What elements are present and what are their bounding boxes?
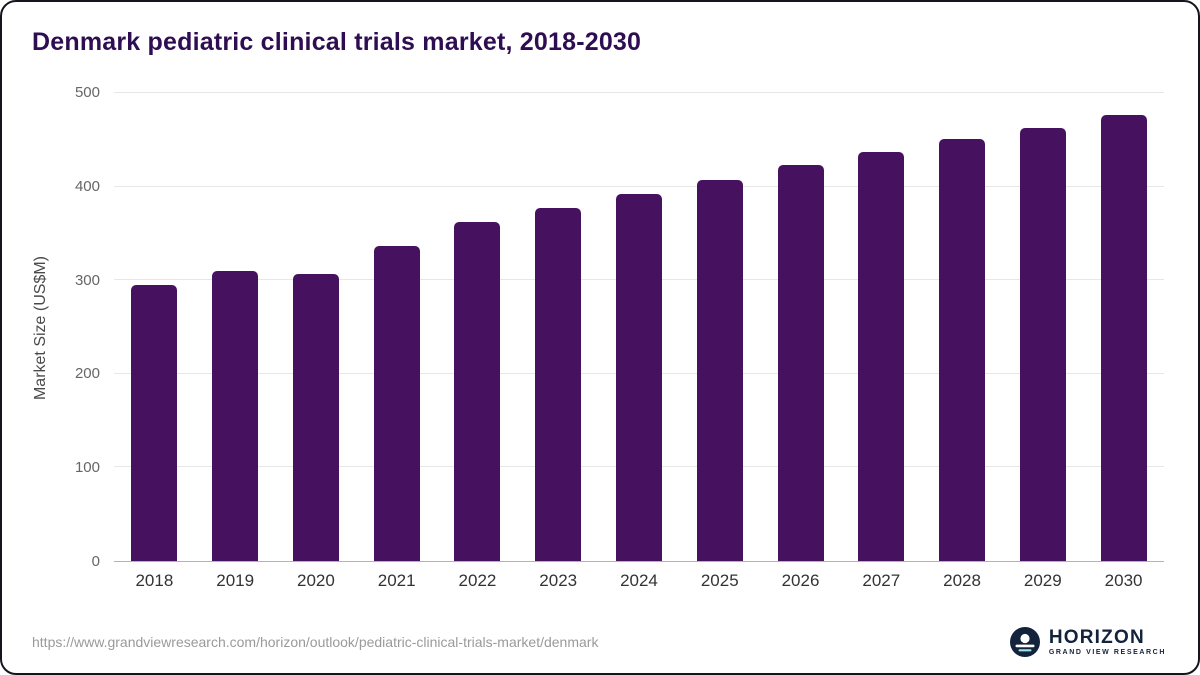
bar-cell (1083, 93, 1164, 561)
bar-cell (760, 93, 841, 561)
x-axis: 2018 2019 2020 2021 2022 2023 2024 2025 2026 2027… (114, 571, 1164, 591)
logo-brand: HORIZON (1048, 626, 1145, 648)
x-axis-tick-label: 2030 (1104, 571, 1143, 590)
bar-2030 (1100, 115, 1147, 561)
bar-cell (841, 93, 922, 561)
horizon-logo-icon (1009, 627, 1040, 657)
bar-cell (437, 93, 518, 561)
bar-cell (356, 93, 437, 561)
gridline (114, 92, 1164, 93)
y-axis-tick-label: 0 (91, 553, 100, 570)
bar-2018 (131, 284, 178, 561)
bar-cell (1002, 93, 1083, 561)
bar-2023 (535, 208, 582, 561)
bar-cell (195, 93, 276, 561)
x-axis-tick-label: 2021 (377, 571, 416, 590)
bar-cell (518, 93, 599, 561)
chart-footer: https://www.grandviewresearch.com/horizo… (32, 627, 1166, 657)
x-axis-tick-label: 2024 (620, 571, 658, 590)
bar-2028 (939, 138, 986, 561)
bar-2025 (696, 180, 743, 561)
bar-2019 (212, 270, 259, 561)
source-url: https://www.grandviewresearch.com/horizo… (32, 634, 599, 650)
y-axis: 0 100 200 300 400 500 (2, 84, 100, 570)
y-axis-tick-label: 200 (74, 365, 100, 383)
gridline (114, 185, 1164, 187)
plot-area (114, 92, 1164, 562)
x-axis-tick-label: 2020 (297, 571, 335, 590)
bar-cell (276, 93, 357, 561)
bar-cell (679, 93, 760, 561)
horizon-logo-text: HORIZON GRAND VIEW RESEARCH (1048, 626, 1166, 657)
bar-2021 (373, 245, 420, 561)
bar-series (114, 93, 1164, 561)
bar-2026 (777, 165, 824, 561)
chart-title: Denmark pediatric clinical trials market… (32, 28, 642, 56)
x-axis-tick-label: 2023 (539, 571, 578, 590)
y-axis-tick-label: 300 (74, 271, 100, 289)
x-axis-tick-label: 2022 (458, 571, 497, 590)
bar-cell (114, 93, 195, 561)
chart-area: Market Size (US$M) 0 100 200 300 400 500 (2, 84, 1198, 570)
x-axis-tick-label: 2029 (1023, 571, 1062, 590)
bar-2029 (1019, 127, 1066, 561)
bar-cell (922, 93, 1003, 561)
x-axis-tick-label: 2027 (862, 571, 901, 590)
bar-2020 (292, 273, 339, 561)
logo-sub-brand: GRAND VIEW RESEARCH (1048, 648, 1166, 656)
x-axis-tick-label: 2026 (781, 571, 820, 590)
y-axis-tick-label: 500 (74, 84, 100, 101)
x-axis-tick-label: 2028 (943, 571, 981, 590)
x-axis-tick-label: 2019 (216, 571, 255, 590)
bar-2024 (615, 194, 662, 561)
bar-2022 (454, 222, 501, 561)
x-axis-tick-label: 2018 (135, 571, 174, 590)
horizon-logo: HORIZON GRAND VIEW RESEARCH (1009, 626, 1166, 657)
y-axis-tick-label: 100 (74, 459, 100, 477)
x-axis-tick-label: 2025 (700, 571, 739, 590)
bar-2027 (858, 151, 905, 561)
bar-cell (599, 93, 680, 561)
y-axis-tick-label: 400 (74, 177, 100, 195)
